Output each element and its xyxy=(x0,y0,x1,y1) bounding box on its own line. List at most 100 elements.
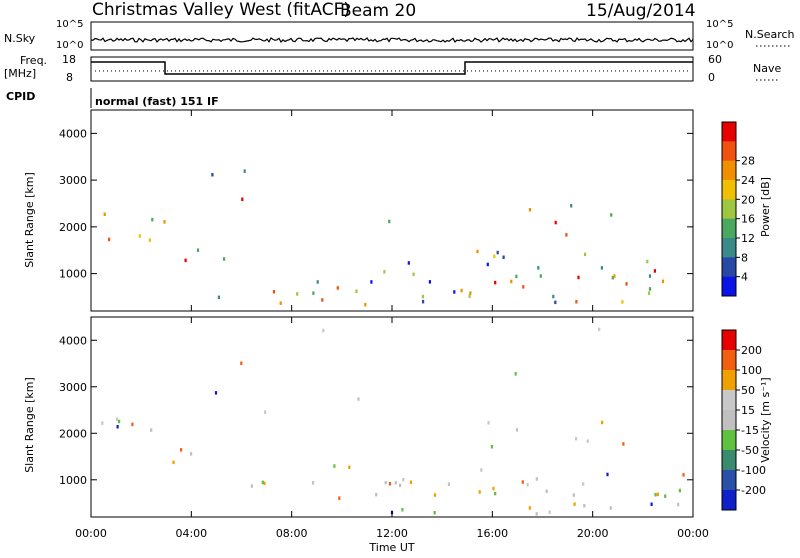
data-cell xyxy=(316,280,319,284)
data-cell xyxy=(648,274,652,278)
data-cell xyxy=(388,219,391,224)
data-cell xyxy=(151,217,154,222)
data-cell xyxy=(184,258,187,263)
data-cell xyxy=(515,274,518,279)
x-tick-label: 00:00 xyxy=(75,527,107,540)
data-cell xyxy=(384,480,387,485)
data-cell xyxy=(241,197,244,201)
colorbar-tick-label: -100 xyxy=(741,464,766,477)
data-cell xyxy=(528,506,531,510)
data-cell xyxy=(338,496,341,500)
colorbar-tick-label: 50 xyxy=(741,384,755,397)
data-cell xyxy=(682,473,685,477)
data-cell xyxy=(394,481,397,485)
data-cell xyxy=(214,391,218,395)
colorbar-swatch xyxy=(722,390,736,411)
cpid-value: normal (fast) 151 IF xyxy=(95,95,219,108)
data-cell xyxy=(211,173,214,177)
data-cell xyxy=(584,252,587,257)
y-tick-label: 3000 xyxy=(59,174,87,187)
data-cell xyxy=(240,361,243,365)
colorbar-tick-label: 24 xyxy=(741,174,755,187)
data-cell xyxy=(138,234,141,238)
data-cell xyxy=(606,472,609,477)
data-cell xyxy=(116,425,119,429)
data-cell xyxy=(494,491,497,496)
colorbar-tick-label: 16 xyxy=(741,213,755,226)
data-cell xyxy=(570,204,573,208)
data-cell xyxy=(622,442,625,446)
colorbar-swatch xyxy=(722,160,736,181)
data-cell xyxy=(493,254,496,259)
freq-tick-top: 18 xyxy=(62,53,76,66)
x-tick-label: 12:00 xyxy=(376,527,408,540)
power-ylabel: Slant Range [km] xyxy=(23,172,36,268)
data-cell xyxy=(264,410,267,414)
data-cell xyxy=(422,299,425,304)
data-cell xyxy=(601,420,604,425)
colorbar-tick-label: 15 xyxy=(741,404,755,417)
data-cell xyxy=(131,422,134,427)
y-tick-label: 4000 xyxy=(59,334,87,347)
data-cell xyxy=(322,328,325,333)
colorbar-swatch xyxy=(722,122,736,142)
data-cell xyxy=(223,257,226,261)
y-tick-label: 2000 xyxy=(59,221,87,234)
power-colorbar-label: Power [dB] xyxy=(759,177,772,237)
data-cell xyxy=(115,417,119,421)
data-cell xyxy=(539,274,542,278)
colorbar-swatch xyxy=(722,199,736,220)
colorbar-swatch xyxy=(722,141,736,162)
data-cell xyxy=(476,249,479,254)
data-cell xyxy=(478,490,481,494)
data-cell xyxy=(196,248,200,252)
data-cell xyxy=(613,274,616,278)
data-cell xyxy=(180,448,183,452)
data-cell xyxy=(535,512,538,516)
data-cell xyxy=(521,480,524,484)
data-cell xyxy=(583,504,586,508)
power-colorbar: 4 8 12 16 20 24 28 xyxy=(721,121,755,297)
date-title: 15/Aug/2014 xyxy=(586,1,696,21)
data-cell xyxy=(510,279,513,284)
data-cell xyxy=(190,452,193,456)
data-cell xyxy=(172,460,175,465)
data-cell xyxy=(650,502,653,506)
colorbar-tick-label: 8 xyxy=(741,251,748,264)
data-cell xyxy=(402,477,405,482)
data-cell xyxy=(648,287,652,291)
data-cell xyxy=(312,291,315,295)
x-tick-label: 16:00 xyxy=(476,527,508,540)
data-cell xyxy=(573,502,576,506)
data-cell xyxy=(577,275,580,280)
data-cell xyxy=(515,428,519,432)
data-cell xyxy=(677,502,680,507)
data-cell xyxy=(101,421,104,425)
data-cell xyxy=(480,468,483,472)
data-cell xyxy=(494,280,497,285)
data-cell xyxy=(522,285,525,289)
colorbar-tick-label: 100 xyxy=(741,364,762,377)
data-cell xyxy=(575,437,578,441)
data-cell xyxy=(661,279,665,284)
nsearch-tick-bottom: 10^0 xyxy=(706,40,733,51)
nave-tick-top: 60 xyxy=(708,53,722,66)
data-cell xyxy=(261,480,264,485)
data-cell xyxy=(296,292,299,296)
x-tick-label: 08:00 xyxy=(276,527,308,540)
nsearch-tick-top: 10^5 xyxy=(706,19,733,30)
data-cell xyxy=(535,477,538,481)
velocity-colorbar-label: Velocity [m s⁻¹] xyxy=(759,377,772,462)
data-cell xyxy=(250,484,253,488)
x-tick-label: 20:00 xyxy=(577,527,609,540)
data-cell xyxy=(678,488,681,493)
x-axis-label: Time UT xyxy=(368,541,414,554)
data-cell xyxy=(664,494,667,498)
power-y-ticks: 1000 2000 3000 4000 xyxy=(59,127,693,281)
y-tick-label: 1000 xyxy=(59,474,87,487)
colorbar-swatch xyxy=(722,180,736,200)
velocity-panel-frame xyxy=(90,316,694,518)
colorbar-tick-label: -50 xyxy=(741,444,759,457)
data-cell xyxy=(272,290,276,294)
